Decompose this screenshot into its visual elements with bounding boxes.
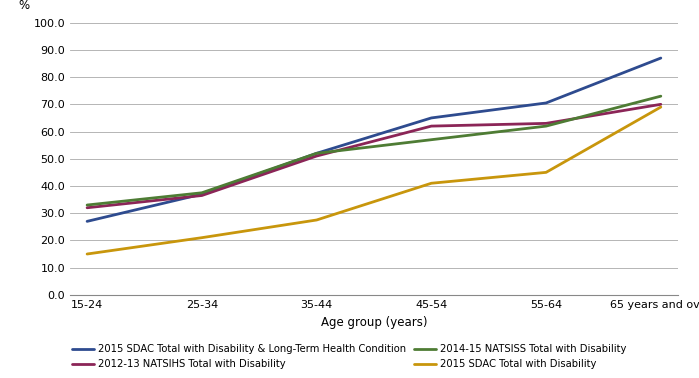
- 2012-13 NATSIHS Total with Disability: [542, 121, 550, 125]
- 2012-13 NATSIHS Total with Disability: [427, 124, 435, 129]
- Text: %: %: [18, 0, 29, 12]
- Legend: 2015 SDAC Total with Disability & Long-Term Health Condition, 2012-13 NATSIHS To: 2015 SDAC Total with Disability & Long-T…: [72, 344, 627, 369]
- 2015 SDAC Total with Disability: [427, 181, 435, 186]
- 2014-15 NATSISS Total with Disability: [427, 138, 435, 142]
- 2014-15 NATSISS Total with Disability: [198, 191, 206, 195]
- 2012-13 NATSIHS Total with Disability: [83, 206, 92, 210]
- Line: 2012-13 NATSIHS Total with Disability: 2012-13 NATSIHS Total with Disability: [87, 104, 661, 208]
- 2015 SDAC Total with Disability: [656, 105, 665, 109]
- Line: 2015 SDAC Total with Disability & Long-Term Health Condition: 2015 SDAC Total with Disability & Long-T…: [87, 58, 661, 222]
- 2015 SDAC Total with Disability & Long-Term Health Condition: [427, 116, 435, 120]
- 2012-13 NATSIHS Total with Disability: [312, 154, 321, 158]
- 2015 SDAC Total with Disability & Long-Term Health Condition: [542, 101, 550, 105]
- 2014-15 NATSISS Total with Disability: [542, 124, 550, 129]
- 2012-13 NATSIHS Total with Disability: [198, 193, 206, 198]
- 2015 SDAC Total with Disability: [198, 235, 206, 240]
- 2015 SDAC Total with Disability & Long-Term Health Condition: [83, 219, 92, 224]
- 2015 SDAC Total with Disability & Long-Term Health Condition: [198, 192, 206, 197]
- 2015 SDAC Total with Disability: [542, 170, 550, 175]
- 2014-15 NATSISS Total with Disability: [656, 94, 665, 98]
- Line: 2015 SDAC Total with Disability: 2015 SDAC Total with Disability: [87, 107, 661, 254]
- Line: 2014-15 NATSISS Total with Disability: 2014-15 NATSISS Total with Disability: [87, 96, 661, 205]
- 2014-15 NATSISS Total with Disability: [312, 151, 321, 156]
- 2015 SDAC Total with Disability & Long-Term Health Condition: [312, 151, 321, 156]
- 2015 SDAC Total with Disability & Long-Term Health Condition: [656, 56, 665, 60]
- 2014-15 NATSISS Total with Disability: [83, 203, 92, 207]
- 2015 SDAC Total with Disability: [83, 252, 92, 256]
- X-axis label: Age group (years): Age group (years): [321, 316, 427, 329]
- 2015 SDAC Total with Disability: [312, 218, 321, 222]
- 2012-13 NATSIHS Total with Disability: [656, 102, 665, 107]
